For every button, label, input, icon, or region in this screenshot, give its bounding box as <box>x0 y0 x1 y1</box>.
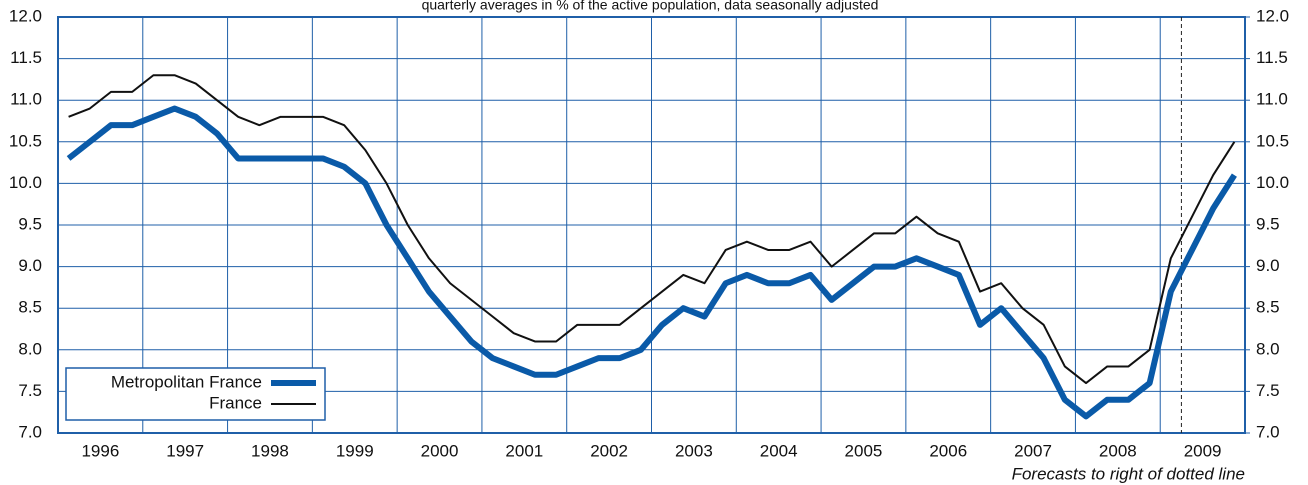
x-tick-label: 1997 <box>166 441 204 460</box>
x-tick-label: 2004 <box>760 441 798 460</box>
y2-tick-label: 8.5 <box>1256 298 1280 317</box>
y-tick-label: 11.5 <box>10 48 42 67</box>
x-tick-label: 1998 <box>251 441 289 460</box>
x-tick-label: 2005 <box>845 441 883 460</box>
chart-title: quarterly averages in % of the active po… <box>422 0 879 13</box>
plot-frame <box>57 16 1246 434</box>
legend-label: Metropolitan France <box>111 372 262 391</box>
y2-tick-label: 7.0 <box>1256 422 1280 441</box>
y2-tick-label: 10.5 <box>1256 131 1289 150</box>
x-tick-label: 2006 <box>929 441 967 460</box>
x-tick-label: 2008 <box>1099 441 1137 460</box>
series-line <box>66 105 1237 420</box>
y-tick-label: 9.5 <box>18 214 42 233</box>
x-tick-label: 2001 <box>505 441 543 460</box>
y-tick-label: 8.0 <box>18 339 42 358</box>
y-tick-label: 10.0 <box>9 173 42 192</box>
y-tick-label: 7.5 <box>18 381 42 400</box>
footnote: Forecasts to right of dotted line <box>1012 464 1245 483</box>
y2-tick-label: 9.5 <box>1256 214 1280 233</box>
y2-tick-label: 7.5 <box>1256 381 1280 400</box>
y2-tick-label: 10.0 <box>1256 173 1289 192</box>
legend-box <box>65 367 326 421</box>
x-tick-label: 2002 <box>590 441 628 460</box>
x-tick-label: 1999 <box>336 441 374 460</box>
series-line <box>68 74 1236 385</box>
y2-tick-label: 9.0 <box>1256 256 1280 275</box>
y2-tick-label: 12.0 <box>1256 6 1289 25</box>
y-tick-label: 9.0 <box>18 256 42 275</box>
y-tick-label: 8.5 <box>18 298 42 317</box>
y-tick-label: 10.5 <box>9 131 42 150</box>
x-tick-label: 1996 <box>81 441 119 460</box>
legend-label: France <box>209 393 262 412</box>
x-tick-label: 2007 <box>1014 441 1052 460</box>
x-tick-label: 2003 <box>675 441 713 460</box>
x-tick-label: 2000 <box>421 441 459 460</box>
x-tick-label: 2009 <box>1184 441 1222 460</box>
y-tick-label: 11.0 <box>10 90 42 109</box>
y2-tick-label: 8.0 <box>1256 339 1280 358</box>
y2-tick-label: 11.0 <box>1256 90 1288 109</box>
y-tick-label: 12.0 <box>9 6 42 25</box>
y-tick-label: 7.0 <box>18 422 42 441</box>
y2-tick-label: 11.5 <box>1256 48 1288 67</box>
